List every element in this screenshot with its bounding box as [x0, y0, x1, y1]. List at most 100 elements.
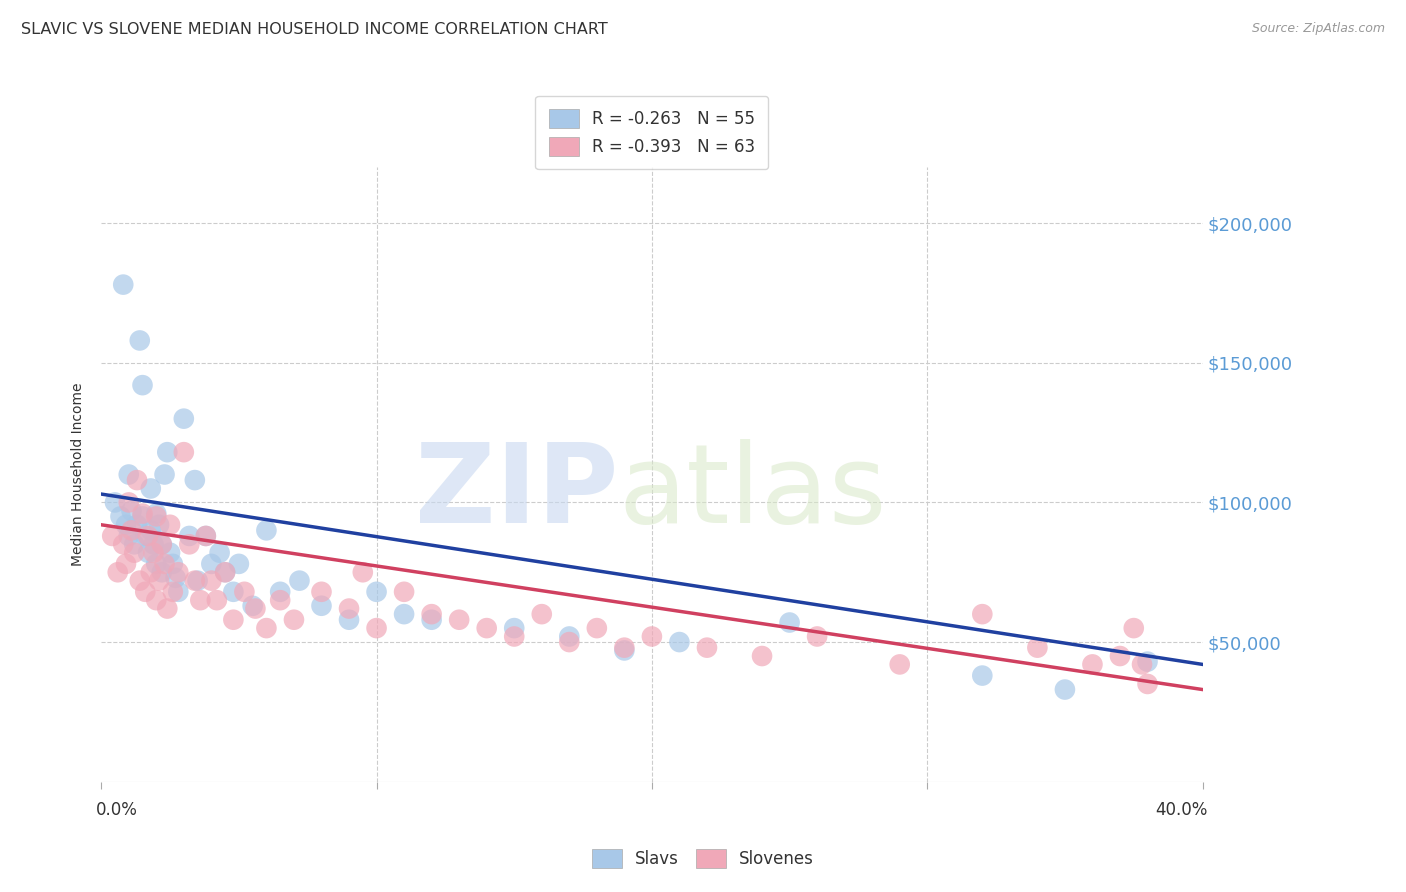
- Point: [118, 467, 141, 482]
- Point: [392, 584, 415, 599]
- Point: [311, 584, 333, 599]
- Point: [194, 529, 217, 543]
- Point: [145, 509, 167, 524]
- Point: [115, 557, 138, 571]
- Point: [366, 584, 388, 599]
- Point: [475, 621, 498, 635]
- Point: [200, 574, 222, 588]
- Point: [806, 630, 828, 644]
- Text: atlas: atlas: [619, 440, 887, 547]
- Point: [420, 613, 443, 627]
- Point: [613, 640, 636, 655]
- Point: [167, 584, 190, 599]
- Point: [269, 593, 291, 607]
- Point: [254, 524, 277, 538]
- Point: [1136, 655, 1159, 669]
- Point: [156, 445, 179, 459]
- Point: [131, 378, 153, 392]
- Point: [392, 607, 415, 622]
- Point: [150, 537, 173, 551]
- Y-axis label: Median Household Income: Median Household Income: [72, 383, 86, 566]
- Point: [148, 574, 170, 588]
- Text: 0.0%: 0.0%: [96, 802, 138, 820]
- Point: [145, 557, 167, 571]
- Point: [420, 607, 443, 622]
- Point: [641, 630, 664, 644]
- Point: [121, 504, 143, 518]
- Point: [153, 467, 176, 482]
- Legend: R = -0.263   N = 55, R = -0.393   N = 63: R = -0.263 N = 55, R = -0.393 N = 63: [536, 95, 769, 169]
- Point: [150, 537, 173, 551]
- Point: [311, 599, 333, 613]
- Point: [1053, 682, 1076, 697]
- Point: [159, 517, 181, 532]
- Point: [1122, 621, 1144, 635]
- Point: [131, 509, 153, 524]
- Point: [558, 630, 581, 644]
- Point: [153, 557, 176, 571]
- Point: [173, 411, 195, 425]
- Point: [233, 584, 256, 599]
- Point: [558, 635, 581, 649]
- Point: [449, 613, 471, 627]
- Point: [585, 621, 607, 635]
- Point: [156, 601, 179, 615]
- Point: [188, 593, 211, 607]
- Point: [118, 495, 141, 509]
- Point: [352, 566, 374, 580]
- Point: [167, 566, 190, 580]
- Point: [112, 537, 135, 551]
- Point: [779, 615, 801, 630]
- Point: [245, 601, 267, 615]
- Point: [139, 482, 162, 496]
- Point: [125, 473, 148, 487]
- Point: [205, 593, 228, 607]
- Point: [101, 529, 124, 543]
- Legend: Slavs, Slovenes: Slavs, Slovenes: [585, 842, 821, 875]
- Point: [972, 607, 994, 622]
- Point: [194, 529, 217, 543]
- Point: [136, 546, 159, 560]
- Point: [214, 566, 236, 580]
- Point: [228, 557, 250, 571]
- Point: [696, 640, 718, 655]
- Point: [139, 566, 162, 580]
- Point: [187, 574, 209, 588]
- Point: [1136, 677, 1159, 691]
- Point: [208, 546, 231, 560]
- Point: [337, 601, 360, 615]
- Point: [122, 537, 145, 551]
- Point: [200, 557, 222, 571]
- Point: [112, 277, 135, 292]
- Point: [139, 524, 162, 538]
- Point: [128, 334, 150, 348]
- Text: Source: ZipAtlas.com: Source: ZipAtlas.com: [1251, 22, 1385, 36]
- Point: [503, 621, 526, 635]
- Point: [668, 635, 690, 649]
- Point: [254, 621, 277, 635]
- Text: ZIP: ZIP: [416, 440, 619, 547]
- Point: [222, 584, 245, 599]
- Point: [162, 557, 184, 571]
- Point: [128, 574, 150, 588]
- Point: [104, 495, 127, 509]
- Point: [173, 445, 195, 459]
- Point: [214, 566, 236, 580]
- Point: [242, 599, 264, 613]
- Point: [145, 507, 167, 521]
- Point: [503, 630, 526, 644]
- Point: [115, 517, 138, 532]
- Point: [1109, 648, 1132, 663]
- Point: [1081, 657, 1104, 672]
- Point: [148, 517, 170, 532]
- Point: [162, 584, 184, 599]
- Point: [122, 546, 145, 560]
- Point: [107, 566, 129, 580]
- Point: [136, 529, 159, 543]
- Point: [972, 668, 994, 682]
- Point: [165, 571, 187, 585]
- Point: [142, 546, 165, 560]
- Point: [1026, 640, 1049, 655]
- Text: 40.0%: 40.0%: [1156, 802, 1208, 820]
- Point: [145, 593, 167, 607]
